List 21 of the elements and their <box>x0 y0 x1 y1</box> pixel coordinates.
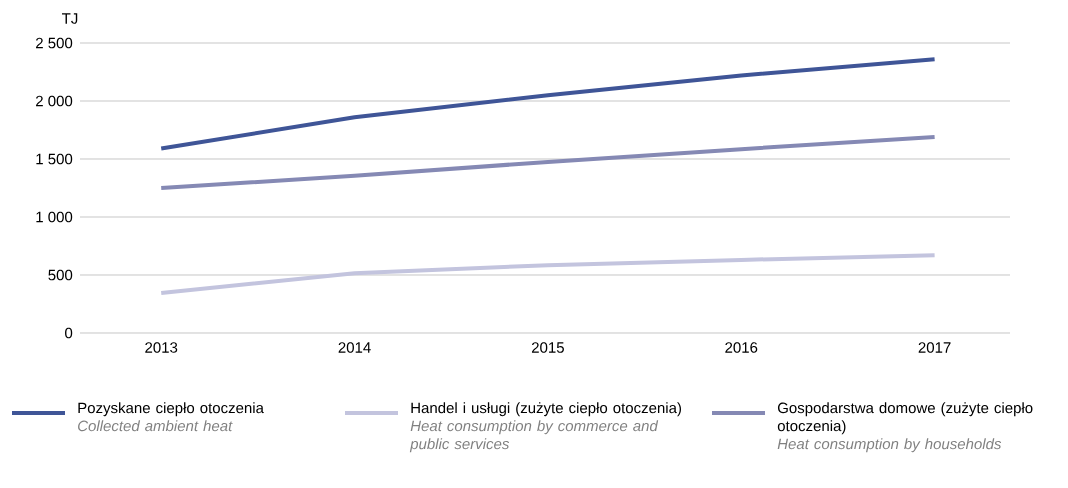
y-tick-label: 2 500 <box>36 37 73 49</box>
x-tick-label: 2016 <box>725 342 758 353</box>
y-tick-label: 1 500 <box>36 153 73 165</box>
y-tick-label: 0 <box>65 327 73 339</box>
y-axis-title: TJ <box>62 13 78 24</box>
legend-label: Pozyskane ciepło otoczenia <box>78 402 264 417</box>
x-tick-label: 2015 <box>531 342 564 353</box>
line-series <box>159 134 937 190</box>
x-tick-label: 2013 <box>145 342 178 353</box>
line-series <box>159 57 937 151</box>
legend-label: Handel i usługi (zużyte ciepło otoczenia) <box>411 402 682 417</box>
y-tick-label: 2 000 <box>36 95 73 107</box>
text: Heat consumption by households <box>777 438 1002 453</box>
text: Heat consumption by commerce and public services <box>409 420 659 453</box>
y-tick-label: 500 <box>48 269 73 281</box>
y-tick-label: 1 000 <box>36 211 73 223</box>
x-tick-label: 2014 <box>338 342 371 353</box>
text: Collected ambient heat <box>78 420 233 432</box>
x-tick-label: 2017 <box>918 342 951 353</box>
legend-label: Gospodarstwa domowe (zużyte ciepło otoczenia) <box>777 402 1033 435</box>
line-series <box>159 253 937 295</box>
